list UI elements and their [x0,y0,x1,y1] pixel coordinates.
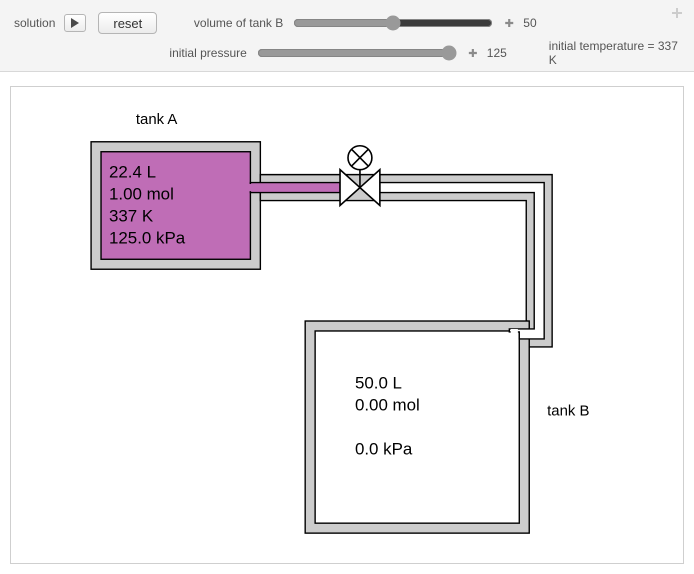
controls-row-1: solution reset volume of tank B ✚ 50 [14,10,680,36]
tank-a-value: 337 K [109,206,154,225]
tank-b-inner [315,331,519,523]
tank-a-value: 22.4 L [109,163,156,182]
diagram-canvas: tank A tank B 22.4 L 1.00 mol 337 K 125.0 kPa… [10,86,684,564]
tank-a-value: 125.0 kPa [109,228,186,247]
pressure-slider[interactable] [257,46,457,60]
diagram-svg: tank A tank B 22.4 L 1.00 mol 337 K 125.0 kPa… [11,87,683,563]
tank-b-moles: 0.00 mol [355,396,420,415]
seam-a [249,184,252,191]
expand-icon[interactable]: ✚ [503,17,515,30]
pressure-slider-label: initial pressure [151,46,247,60]
controls-bar: solution reset volume of tank B ✚ 50 ini… [0,0,694,72]
play-button[interactable] [64,14,86,32]
settings-icon[interactable] [670,6,684,23]
tank-a-value: 1.00 mol [109,185,174,204]
initial-temperature-label: initial temperature = 337 K [549,39,680,67]
pipe-inner-a [250,183,340,193]
pipe-inner-b [380,183,544,339]
volume-slider-value: 50 [523,16,551,30]
volume-slider[interactable] [293,16,493,30]
tank-b-pressure: 0.0 kPa [355,439,413,458]
solution-label: solution [14,16,55,30]
tank-b-volume: 50.0 L [355,374,402,393]
controls-row-2: initial pressure ✚ 125 initial temperatu… [14,40,680,66]
reset-button[interactable]: reset [98,12,157,34]
tank-b-label: tank B [547,403,589,420]
play-icon [70,18,80,28]
app-root: solution reset volume of tank B ✚ 50 ini… [0,0,694,574]
pressure-slider-value: 125 [487,46,515,60]
seam-b [511,329,518,333]
volume-slider-block: volume of tank B ✚ 50 [187,14,551,32]
pressure-slider-block: initial pressure ✚ 125 [151,44,515,62]
volume-slider-label: volume of tank B [187,16,283,30]
expand-icon-2[interactable]: ✚ [467,47,479,60]
tank-a-label: tank A [136,111,178,128]
